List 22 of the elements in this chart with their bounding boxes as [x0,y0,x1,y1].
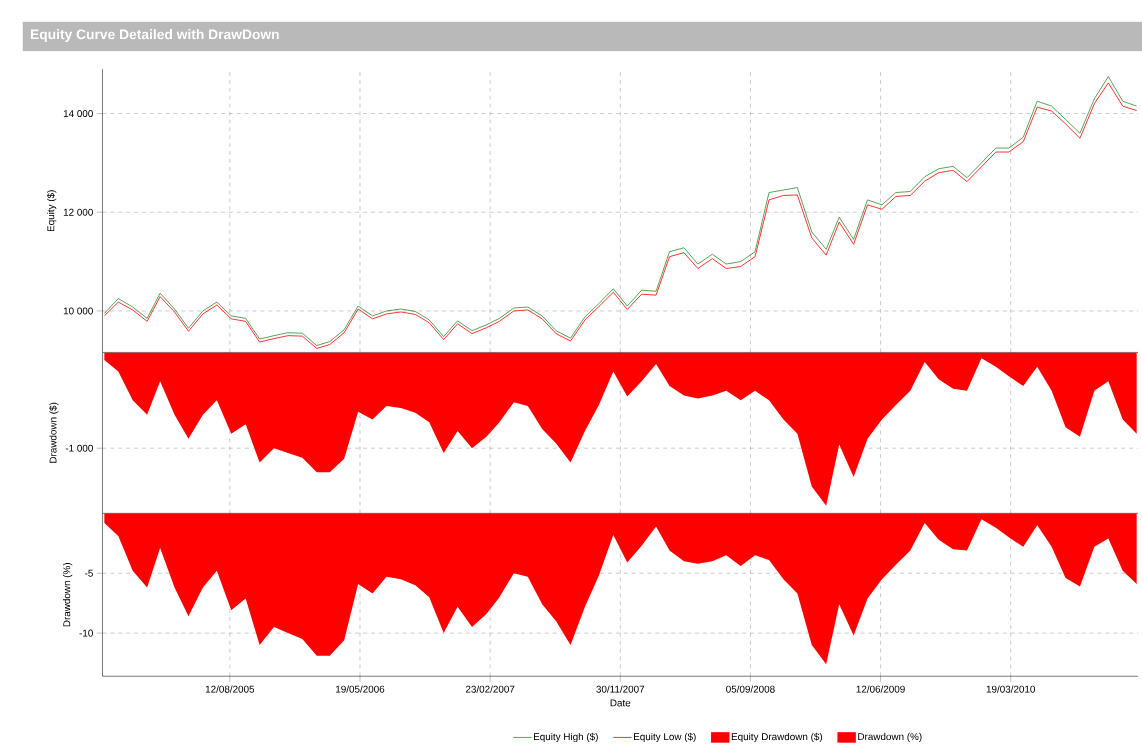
x-tick-label: 23/02/2007 [465,685,515,693]
legend-label: Equity High ($) [533,732,598,743]
x-tick-label: 19/05/2006 [336,685,385,693]
y-tick-label: 10 000 [63,307,93,315]
x-axis-title: Date [610,699,631,707]
x-tick-label: 19/03/2010 [986,685,1036,693]
y-tick-label: 14 000 [63,109,93,117]
y-tick-label: -5 [84,569,93,577]
y-axis-title: Drawdown (%) [63,562,73,627]
x-tick-label: 05/09/2008 [726,685,775,693]
y-axis-title: Equity ($) [46,190,57,231]
chart-title: Equity Curve Detailed with DrawDown [30,29,279,42]
legend-label: Equity Drawdown ($) [731,732,823,743]
y-tick-label: 12 000 [63,208,93,216]
legend-label: Equity Low ($) [634,732,696,743]
text: Drawdown (%) [858,732,922,742]
y-tick-label: -10 [79,629,93,637]
x-tick-label: 12/08/2005 [205,685,255,693]
y-axis-title: Drawdown ($) [49,402,59,463]
y-tick-label: -1 000 [65,444,93,452]
x-tick-label: 30/11/2007 [596,685,645,693]
x-tick-label: 12/06/2009 [856,685,905,693]
